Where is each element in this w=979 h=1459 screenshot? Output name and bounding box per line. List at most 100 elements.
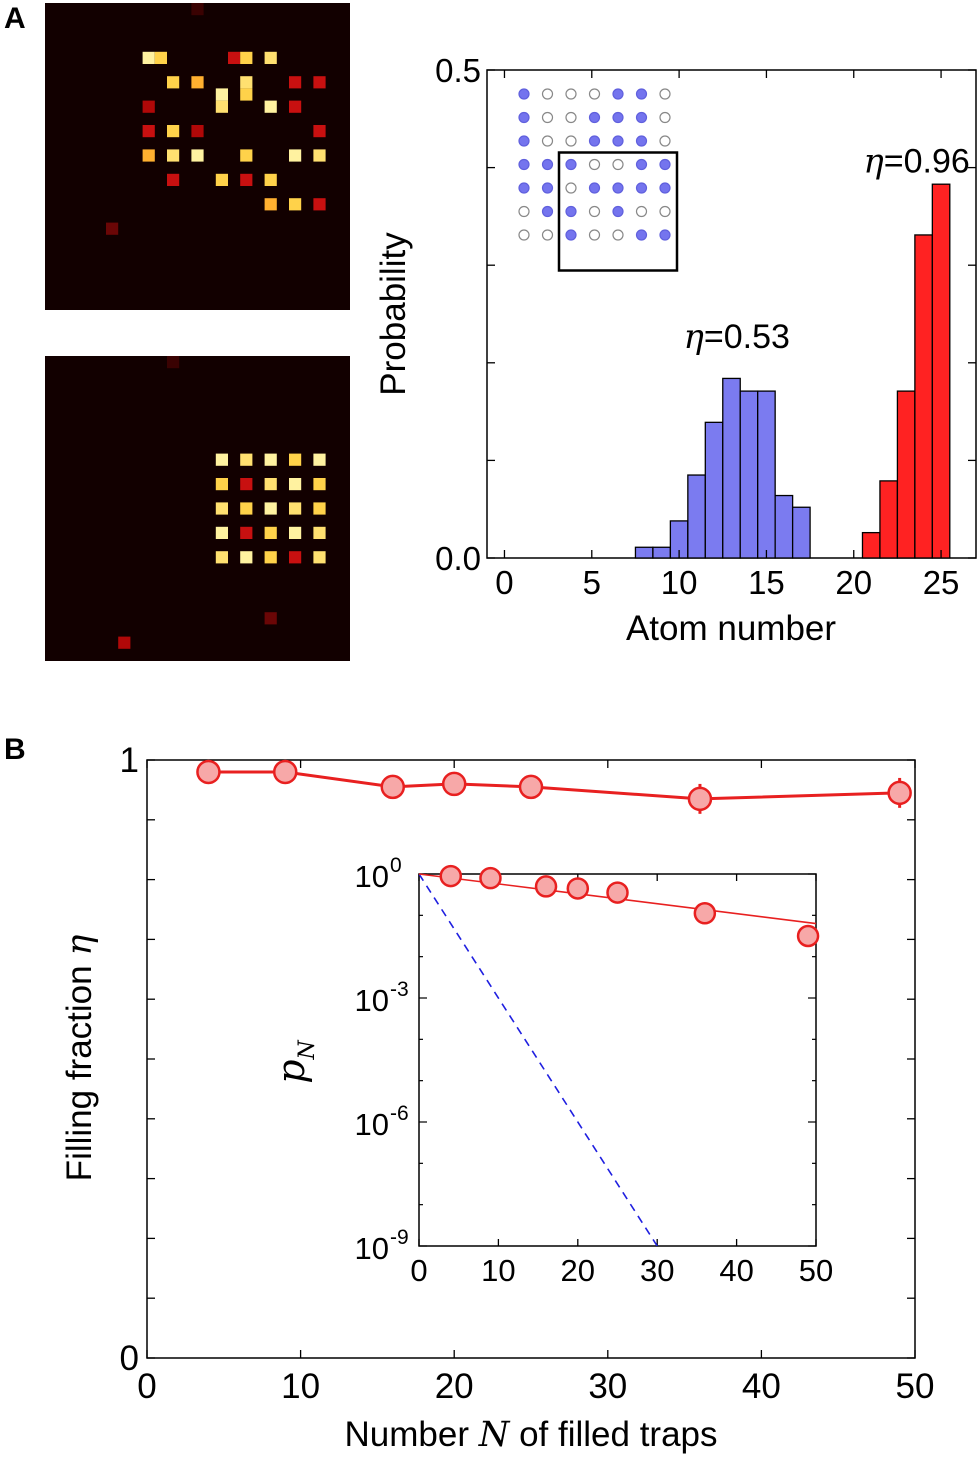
- lattice-site: [635, 182, 648, 194]
- atom-spot: [191, 76, 204, 89]
- atom-spot: [289, 149, 302, 162]
- lattice-site: [565, 205, 577, 218]
- lattice-site: [635, 229, 648, 241]
- histogram-bar-before: [757, 390, 776, 559]
- atom-spot: [240, 478, 253, 491]
- atom-spot: [142, 149, 155, 162]
- lattice-site: [541, 205, 554, 218]
- eta-symbol: η: [863, 141, 884, 181]
- atom-spot: [289, 76, 302, 89]
- histogram-bar-after: [896, 390, 916, 559]
- x-tick-label: 0: [410, 1253, 427, 1288]
- panel-label-a: A: [4, 2, 26, 35]
- atom-spot: [264, 453, 277, 466]
- y-tick-base: 10: [355, 983, 389, 1018]
- lattice-site: [659, 111, 671, 124]
- x-axis-label: Atom number: [626, 609, 836, 648]
- inset-y-axis-label: pN: [269, 1039, 320, 1083]
- data-point: [380, 774, 406, 800]
- y-tick-label: 10: [355, 1107, 389, 1142]
- x-tick-label: 0: [495, 564, 513, 601]
- atom-spot: [215, 526, 228, 539]
- inset-y-var: p: [269, 1059, 313, 1083]
- atom-spot: [240, 551, 253, 564]
- inset-frame: [418, 873, 817, 1247]
- histogram-bar-after: [914, 234, 933, 559]
- atom-spot: [313, 551, 326, 564]
- data-point: [566, 877, 590, 900]
- lattice-site: [565, 111, 577, 124]
- y-tick-label: 1: [120, 741, 139, 780]
- y-label-var: η: [60, 935, 100, 956]
- y-tick-exponent: -3: [390, 978, 409, 1001]
- lattice-site: [518, 135, 530, 147]
- lattice-site: [659, 182, 671, 194]
- x-tick-label: 15: [748, 564, 785, 601]
- lattice-site: [588, 205, 601, 218]
- x-tick-label: 40: [742, 1367, 781, 1406]
- data-point: [606, 881, 629, 904]
- lattice-site: [588, 229, 601, 241]
- atom-spot: [289, 502, 302, 515]
- histogram-bar-before: [739, 390, 759, 559]
- atom-spot: [215, 173, 228, 186]
- atom-spot: [142, 100, 155, 113]
- y-tick-label: 10: [355, 1231, 389, 1266]
- histogram-bar-after: [861, 531, 881, 559]
- atom-spot: [215, 453, 228, 466]
- y-tick-base: 10: [355, 859, 389, 894]
- lattice-site: [588, 111, 601, 124]
- atom-spot: [118, 636, 131, 649]
- lattice-site: [541, 135, 554, 147]
- atom-spot: [191, 3, 204, 16]
- atom-spot: [167, 173, 180, 186]
- histogram-bar-before: [722, 377, 741, 559]
- y-axis-label: Probability: [374, 232, 413, 396]
- histogram-bar-after: [931, 183, 951, 559]
- lattice-site: [541, 88, 554, 100]
- lattice-site: [565, 135, 577, 147]
- atom-spot: [289, 100, 302, 113]
- y-tick-exponent: -9: [390, 1226, 409, 1249]
- data-point: [441, 771, 467, 797]
- lattice-site: [518, 158, 530, 171]
- x-tick-label: 10: [481, 1253, 515, 1288]
- data-point: [479, 866, 502, 890]
- atom-spot: [215, 502, 228, 515]
- atom-spot: [240, 453, 253, 466]
- data-point: [534, 875, 558, 898]
- eta-value: =0.53: [704, 318, 790, 356]
- atom-spot: [240, 76, 253, 89]
- x-tick-label: 40: [719, 1253, 753, 1288]
- atom-spot: [313, 149, 326, 162]
- eta-annotation: η=0.96: [863, 141, 969, 181]
- data-point: [272, 759, 298, 785]
- x-tick-label: 30: [640, 1253, 674, 1288]
- atom-spot: [264, 198, 277, 211]
- y-label-part: Filling fraction: [60, 956, 99, 1182]
- data-point: [887, 780, 912, 806]
- x-tick-label: 10: [661, 564, 698, 601]
- lattice-site: [588, 182, 601, 194]
- lattice-site: [612, 111, 624, 124]
- atom-spot: [313, 453, 326, 466]
- lattice-site: [659, 205, 671, 218]
- atom-spot: [264, 551, 277, 564]
- atom-spot: [264, 173, 277, 186]
- lattice-site: [518, 111, 530, 124]
- atom-spot: [240, 502, 253, 515]
- histogram-bar-after: [879, 480, 899, 559]
- y-tick-exponent: 0: [390, 854, 402, 877]
- atom-spot: [167, 76, 180, 89]
- lattice-site: [565, 182, 577, 194]
- atom-spot: [240, 88, 253, 101]
- histogram-bar-before: [634, 546, 654, 559]
- lattice-site: [518, 229, 530, 241]
- histogram-bar-before: [652, 546, 672, 559]
- lattice-site: [541, 111, 554, 124]
- histogram-ticks: 0 5 10 15 20 25 0.0 0.5: [435, 52, 976, 601]
- lattice-site: [635, 135, 648, 147]
- lattice-site: [659, 135, 671, 147]
- atom-spot: [240, 526, 253, 539]
